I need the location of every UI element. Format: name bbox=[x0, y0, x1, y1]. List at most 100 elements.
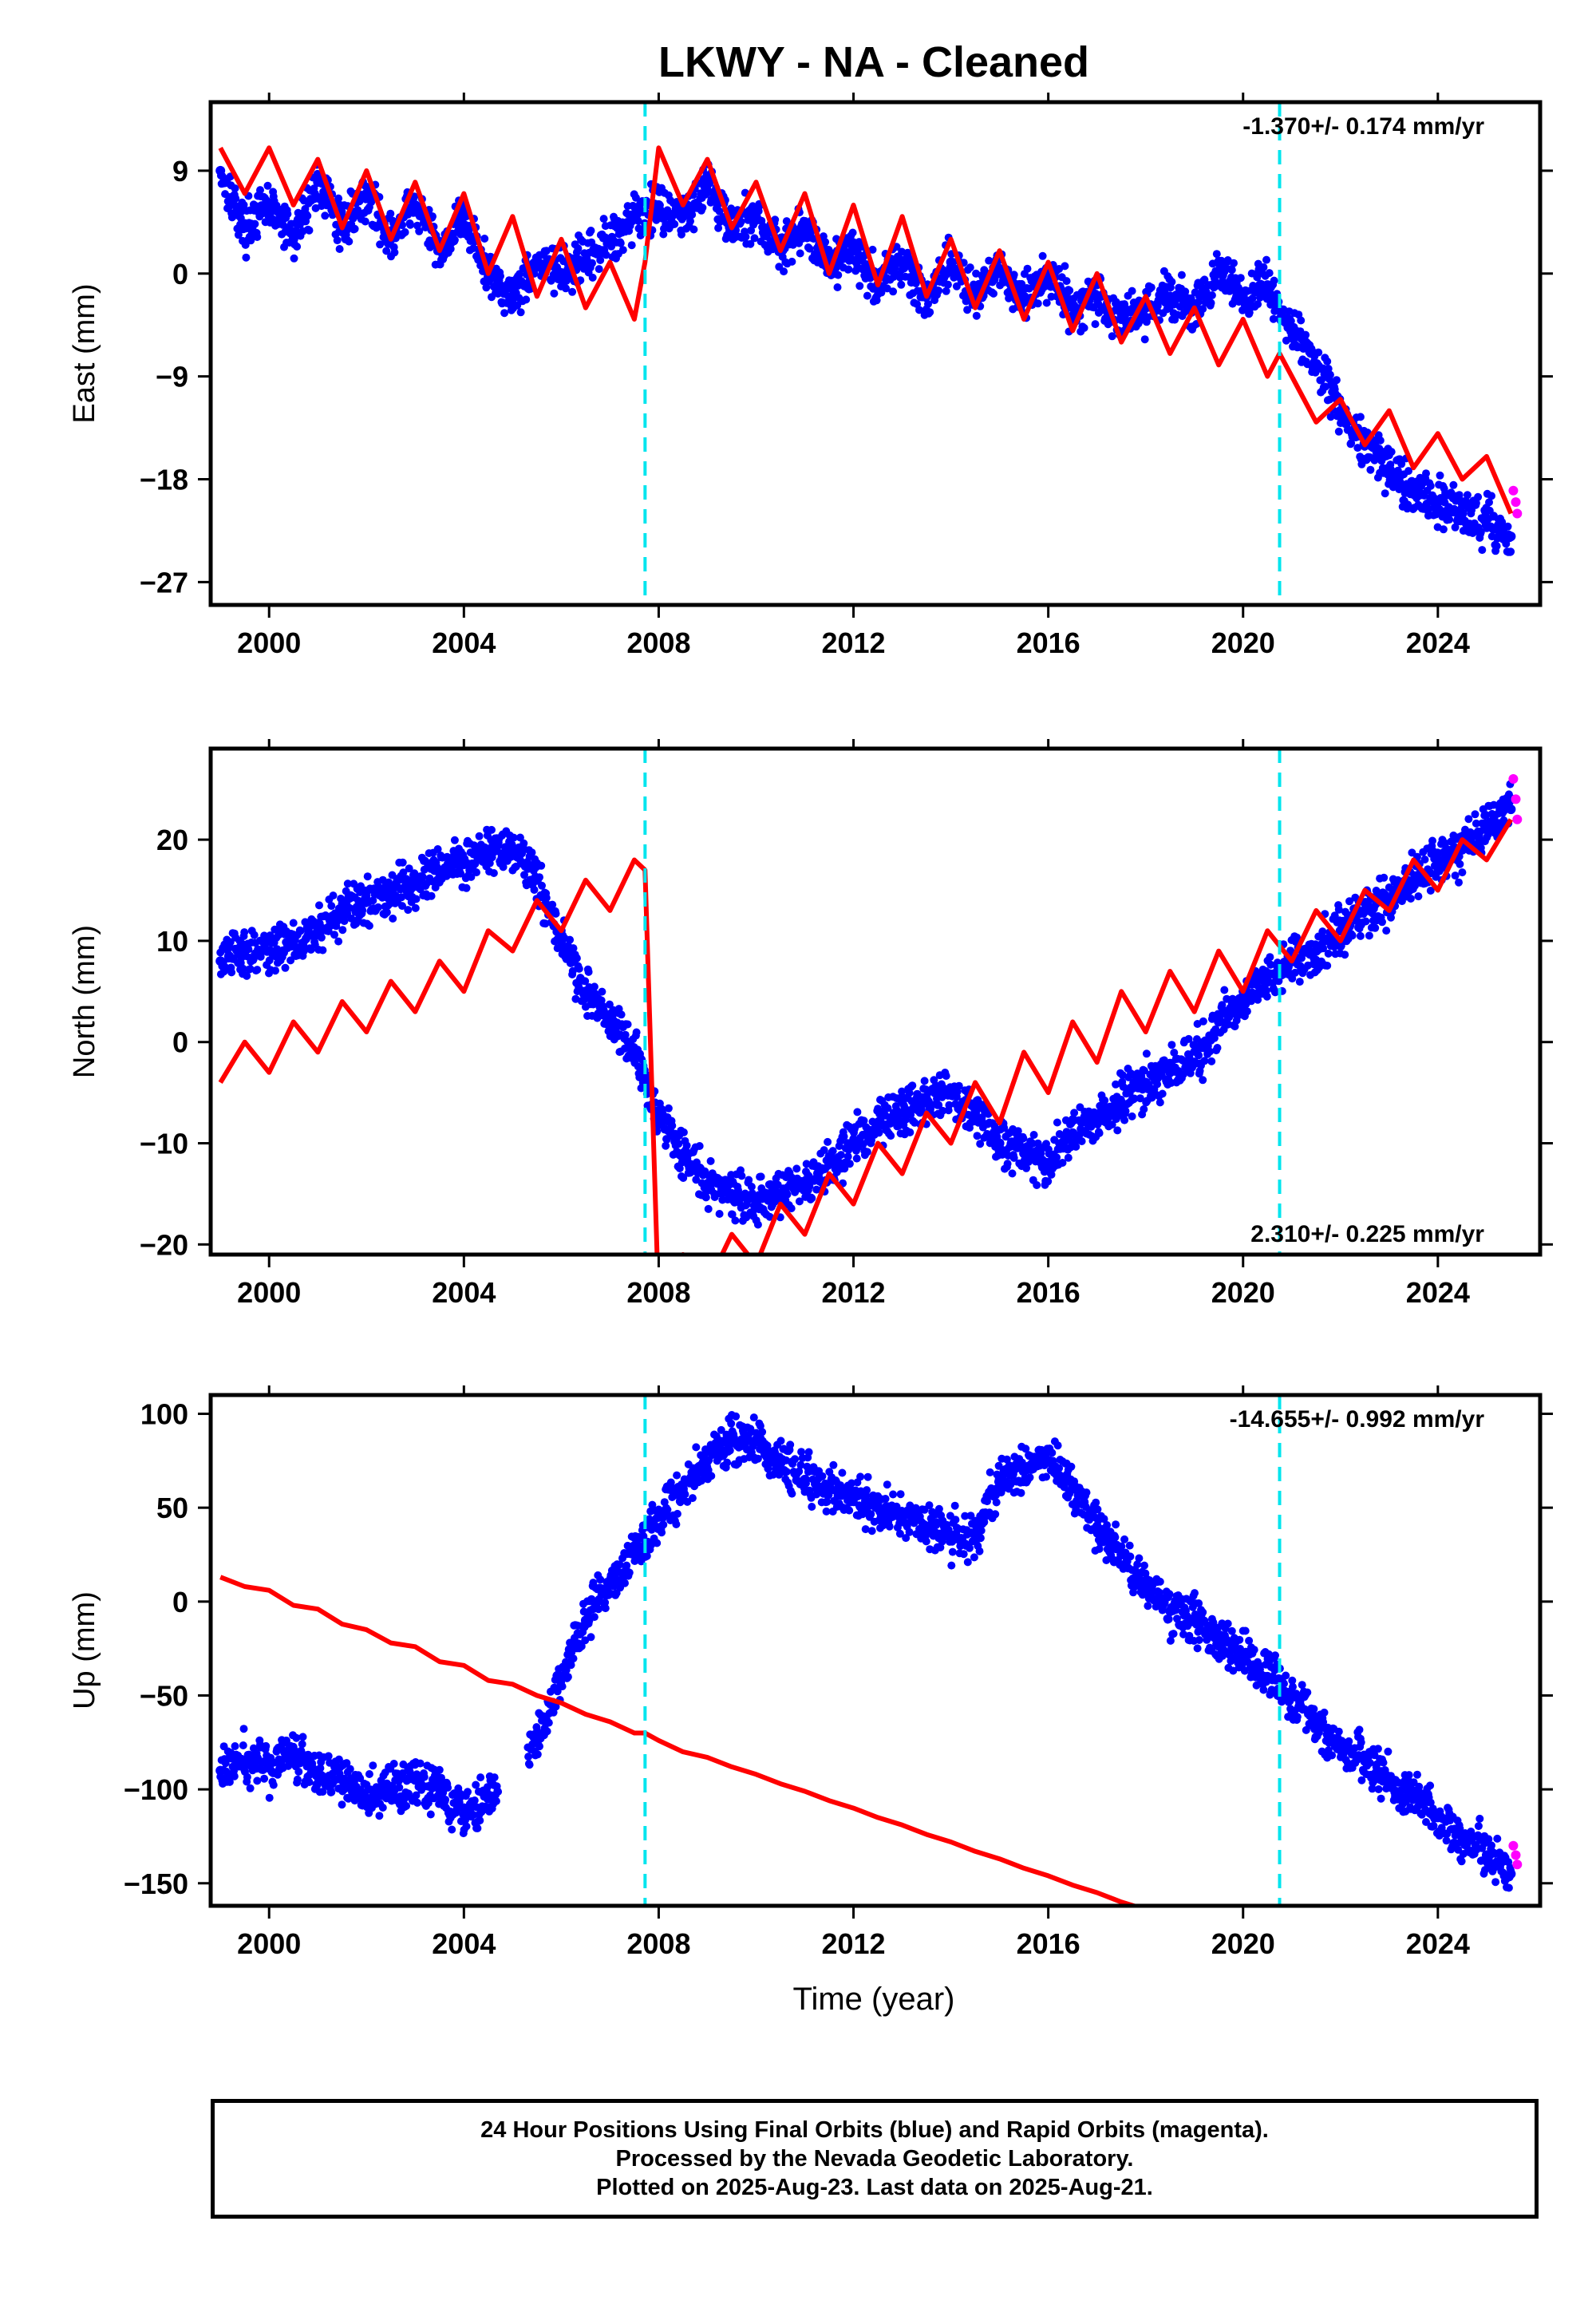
rapid-point bbox=[1511, 794, 1521, 804]
data-point bbox=[327, 902, 336, 911]
data-point bbox=[356, 1774, 365, 1783]
data-point bbox=[623, 1020, 632, 1029]
data-point bbox=[488, 825, 496, 834]
data-point bbox=[753, 1220, 762, 1229]
data-point bbox=[475, 832, 484, 840]
data-point bbox=[725, 1188, 733, 1197]
data-point bbox=[889, 287, 898, 296]
data-point bbox=[1200, 275, 1209, 284]
data-point bbox=[1167, 1041, 1176, 1049]
data-point bbox=[714, 223, 723, 232]
data-point bbox=[788, 257, 796, 266]
data-point bbox=[1053, 1153, 1061, 1162]
data-point bbox=[1140, 1066, 1148, 1075]
data-point bbox=[1100, 1096, 1109, 1105]
data-point bbox=[1451, 523, 1460, 532]
data-point bbox=[520, 871, 528, 879]
data-point bbox=[522, 295, 531, 304]
data-point bbox=[621, 1030, 630, 1039]
data-point bbox=[346, 903, 354, 912]
data-point bbox=[627, 241, 636, 250]
data-point bbox=[1136, 1094, 1144, 1103]
data-point bbox=[418, 872, 427, 881]
data-point bbox=[1404, 467, 1412, 476]
data-point bbox=[1422, 469, 1430, 478]
data-point bbox=[509, 833, 518, 842]
data-point bbox=[868, 245, 877, 254]
data-point bbox=[231, 184, 239, 192]
data-point bbox=[1013, 1127, 1022, 1136]
data-point bbox=[1116, 1095, 1125, 1104]
data-point bbox=[1231, 1022, 1239, 1031]
x-tick-label: 2000 bbox=[237, 626, 301, 659]
velocity-label-north: 2.310+/- 0.225 mm/yr bbox=[1250, 1221, 1484, 1247]
data-point bbox=[480, 235, 489, 243]
data-point bbox=[588, 273, 597, 282]
data-point bbox=[1387, 913, 1395, 922]
data-point bbox=[1478, 546, 1487, 555]
data-point bbox=[1458, 868, 1467, 877]
velocity-label-east: -1.370+/- 0.174 mm/yr bbox=[1242, 113, 1484, 140]
data-point bbox=[456, 869, 465, 878]
data-point bbox=[1047, 1170, 1056, 1179]
data-point bbox=[305, 226, 314, 235]
data-point bbox=[358, 906, 367, 915]
data-point bbox=[338, 1800, 346, 1809]
data-point bbox=[398, 902, 406, 911]
data-point bbox=[1262, 986, 1270, 995]
data-point bbox=[616, 239, 625, 247]
y-tick-label: 10 bbox=[156, 925, 188, 958]
data-point bbox=[313, 1780, 322, 1789]
data-point bbox=[1487, 492, 1495, 500]
data-point bbox=[845, 1160, 854, 1168]
data-point bbox=[333, 236, 342, 245]
x-tick-label: 2024 bbox=[1406, 626, 1470, 659]
data-point bbox=[859, 1117, 868, 1125]
data-point bbox=[1091, 320, 1100, 329]
data-point bbox=[537, 861, 546, 870]
data-point bbox=[877, 288, 886, 297]
data-point bbox=[934, 287, 943, 295]
data-point bbox=[346, 1765, 354, 1773]
data-point bbox=[315, 901, 323, 910]
data-point bbox=[1218, 1001, 1227, 1010]
data-point bbox=[1345, 897, 1353, 906]
data-point bbox=[1212, 250, 1221, 259]
data-point bbox=[405, 864, 413, 873]
data-point bbox=[727, 204, 736, 213]
data-point bbox=[253, 1777, 262, 1785]
data-point bbox=[1295, 978, 1304, 986]
data-point bbox=[1033, 299, 1042, 308]
data-point bbox=[1167, 278, 1176, 287]
data-point bbox=[1319, 944, 1328, 953]
data-point bbox=[662, 1141, 670, 1150]
data-point bbox=[1236, 274, 1245, 283]
data-point bbox=[1472, 499, 1480, 508]
data-point bbox=[1290, 968, 1299, 977]
data-point bbox=[345, 237, 354, 246]
data-point bbox=[324, 1752, 333, 1761]
data-point bbox=[801, 217, 810, 225]
y-axis-label-north: North (mm) bbox=[68, 925, 101, 1078]
data-point bbox=[243, 971, 251, 980]
data-point bbox=[581, 977, 590, 986]
data-point bbox=[792, 1164, 801, 1173]
data-point bbox=[1439, 525, 1448, 534]
data-point bbox=[934, 1101, 943, 1109]
data-point bbox=[741, 232, 750, 241]
data-point bbox=[415, 227, 424, 235]
data-point bbox=[1072, 1142, 1080, 1151]
data-point bbox=[566, 935, 575, 944]
data-point bbox=[824, 1137, 832, 1146]
data-point bbox=[243, 1773, 251, 1781]
data-point bbox=[318, 1788, 327, 1796]
data-point bbox=[1140, 335, 1149, 344]
data-point bbox=[342, 1759, 351, 1768]
series-final-orbits-east bbox=[215, 160, 1516, 556]
data-point bbox=[1492, 542, 1501, 551]
data-point bbox=[1158, 1089, 1167, 1098]
data-point bbox=[584, 967, 593, 976]
data-point bbox=[395, 1783, 404, 1792]
data-point bbox=[848, 228, 857, 237]
data-point bbox=[568, 966, 577, 975]
